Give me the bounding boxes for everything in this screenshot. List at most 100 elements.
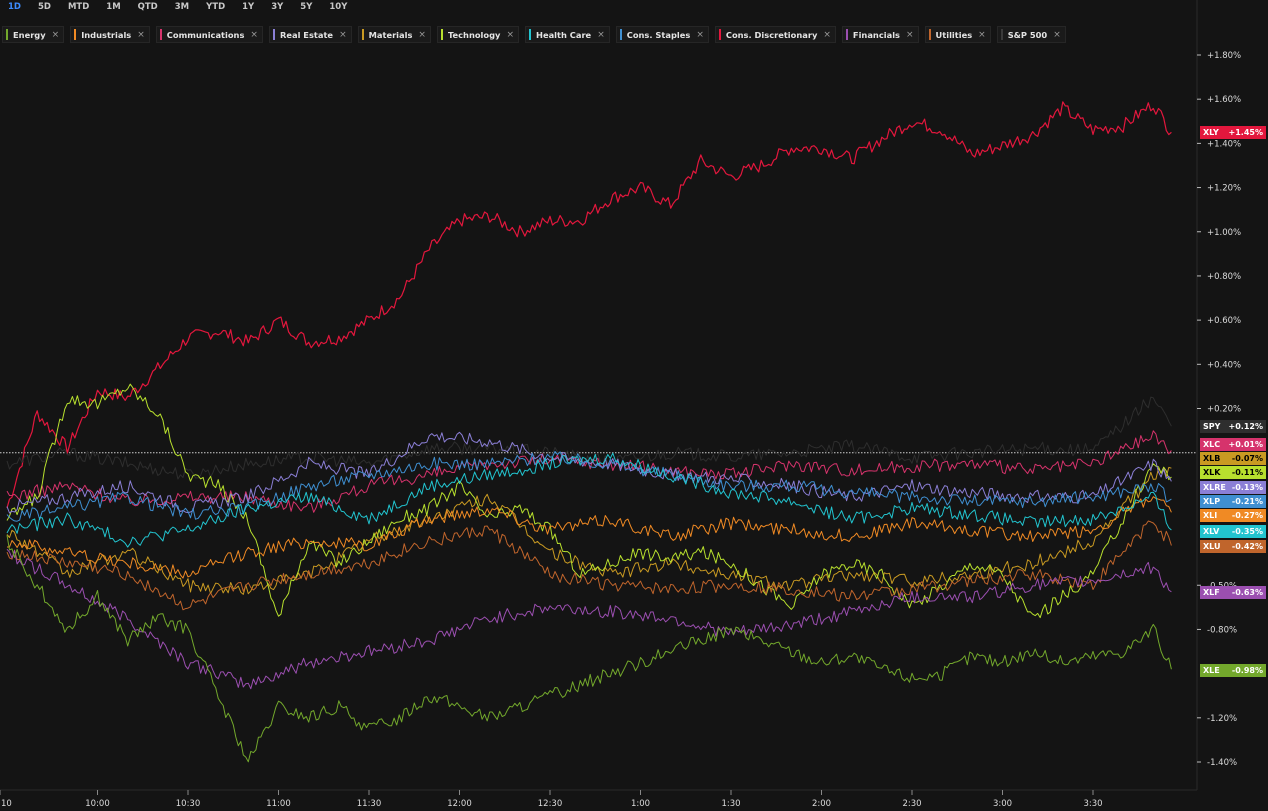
legend-label: Health Care [536,29,592,40]
legend-label: Industrials [81,29,132,40]
badge-ticker: XLU [1203,542,1220,551]
legend-color-swatch [718,29,721,40]
series-line-xlv [6,452,1172,548]
legend: Energy × Industrials × Communications × Real E… [2,26,1072,45]
range-button-1y[interactable]: 1Y [242,2,255,12]
close-icon[interactable]: × [339,29,347,40]
legend-chip-communications[interactable]: Communications × [155,26,263,43]
legend-color-swatch [928,29,931,40]
legend-chip-materials[interactable]: Materials × [357,26,431,43]
series-badge-xlu: XLU -0.42% [1200,540,1266,553]
close-icon[interactable]: × [418,29,426,40]
badge-value: -0.21% [1232,497,1263,506]
range-button-5y[interactable]: 5Y [300,2,313,12]
range-button-qtd[interactable]: QTD [137,2,158,12]
legend-chip-real-estate[interactable]: Real Estate × [268,26,352,43]
badge-value: -0.98% [1232,666,1263,675]
legend-label: Cons. Discretionary [725,29,818,40]
series-line-xli [7,496,1172,579]
legend-label: Financials [852,29,900,40]
series-badge-xli: XLI -0.27% [1200,509,1266,522]
legend-chip-industrials[interactable]: Industrials × [70,26,150,43]
close-icon[interactable]: × [978,29,986,40]
series-line-xlf [6,548,1172,690]
close-icon[interactable]: × [696,29,704,40]
y-tick-label: +1.40% [1207,139,1241,149]
legend-label: S&P 500 [1007,29,1048,40]
range-button-10y[interactable]: 10Y [329,2,348,12]
close-icon[interactable]: × [1053,29,1061,40]
series-badge-xlp: XLP -0.21% [1200,495,1266,508]
close-icon[interactable]: × [597,29,605,40]
badge-value: -0.27% [1232,511,1263,520]
badge-ticker: XLP [1203,497,1220,506]
y-tick-label: -1.40% [1207,758,1237,768]
range-button-mtd[interactable]: MTD [67,2,90,12]
series-badge-xlb: XLB -0.07% [1200,452,1266,465]
badge-value: +0.12% [1229,422,1263,431]
y-tick-label: +1.60% [1207,95,1241,105]
legend-color-swatch [529,29,531,40]
legend-chip-cons-staples[interactable]: Cons. Staples × [615,26,709,43]
legend-chip-cons-discretionary[interactable]: Cons. Discretionary × [714,26,836,43]
range-button-5d[interactable]: 5D [37,2,51,12]
badge-background [1200,525,1266,538]
series-line-xle [6,535,1172,763]
close-icon[interactable]: × [905,29,914,40]
legend-color-swatch [619,29,622,40]
legend-label: Technology [447,29,501,40]
x-tick-label: 12:30 [538,799,563,809]
series-line-xlk [6,383,1172,619]
series-badge-xlre: XLRE -0.13% [1200,481,1266,494]
x-tick-label: 1:30 [721,799,740,809]
legend-chip-health-care[interactable]: Health Care × [525,26,610,43]
legend-color-swatch [159,29,162,40]
close-icon[interactable]: × [823,29,831,40]
legend-chip-financials[interactable]: Financials × [841,26,919,43]
range-button-1m[interactable]: 1M [106,2,121,12]
legend-color-swatch [440,29,443,40]
y-tick-label: +1.80% [1207,51,1241,61]
y-tick-label: -1.20% [1207,714,1237,724]
x-tick-label: 3:00 [993,799,1012,809]
series-badge-xlc: XLC +0.01% [1200,438,1266,451]
legend-color-swatch [272,29,275,40]
badge-background [1200,438,1266,451]
close-icon[interactable]: × [137,29,145,40]
badge-background [1200,509,1266,522]
legend-label: Real Estate [279,29,334,40]
x-tick-label: 10:00 [85,799,110,809]
badge-background [1200,466,1266,479]
legend-chip-s-p-500[interactable]: S&P 500 × [996,26,1066,43]
series-line-xlu [6,520,1172,611]
time-range-selector: 1D 5D MTD 1M QTD 3M YTD 1Y 3Y 5Y 10Y [0,0,362,14]
range-button-ytd[interactable]: YTD [206,2,226,12]
badge-ticker: XLV [1203,527,1220,536]
series-badge-xle: XLE -0.98% [1200,664,1266,677]
badge-background [1200,540,1266,553]
close-icon[interactable]: × [51,29,60,40]
badge-ticker: XLY [1203,128,1219,137]
badge-value: +0.01% [1229,440,1263,449]
range-button-1d[interactable]: 1D [8,2,21,12]
x-tick-label: 3:30 [1083,799,1102,809]
legend-chip-utilities[interactable]: Utilities × [924,26,991,43]
legend-chip-energy[interactable]: Energy × [2,26,65,43]
badge-value: +1.45% [1229,128,1263,137]
badge-value: -0.11% [1232,468,1263,477]
legend-label: Communications [166,29,245,40]
badge-ticker: XLK [1203,468,1221,477]
range-button-3y[interactable]: 3Y [271,2,284,12]
x-tick-label: 11:30 [357,799,382,809]
legend-label: Cons. Staples [626,29,691,40]
series-badge-xlk: XLK -0.11% [1200,466,1266,479]
x-tick-label: 10:30 [176,799,201,809]
legend-chip-technology[interactable]: Technology × [436,26,519,43]
close-icon[interactable]: × [506,29,514,40]
badge-ticker: XLB [1203,454,1220,463]
y-tick-label: +0.40% [1207,360,1241,370]
range-button-3m[interactable]: 3M [174,2,190,12]
series-line-xlre [6,431,1172,514]
close-icon[interactable]: × [250,29,258,40]
legend-color-swatch [845,29,848,40]
